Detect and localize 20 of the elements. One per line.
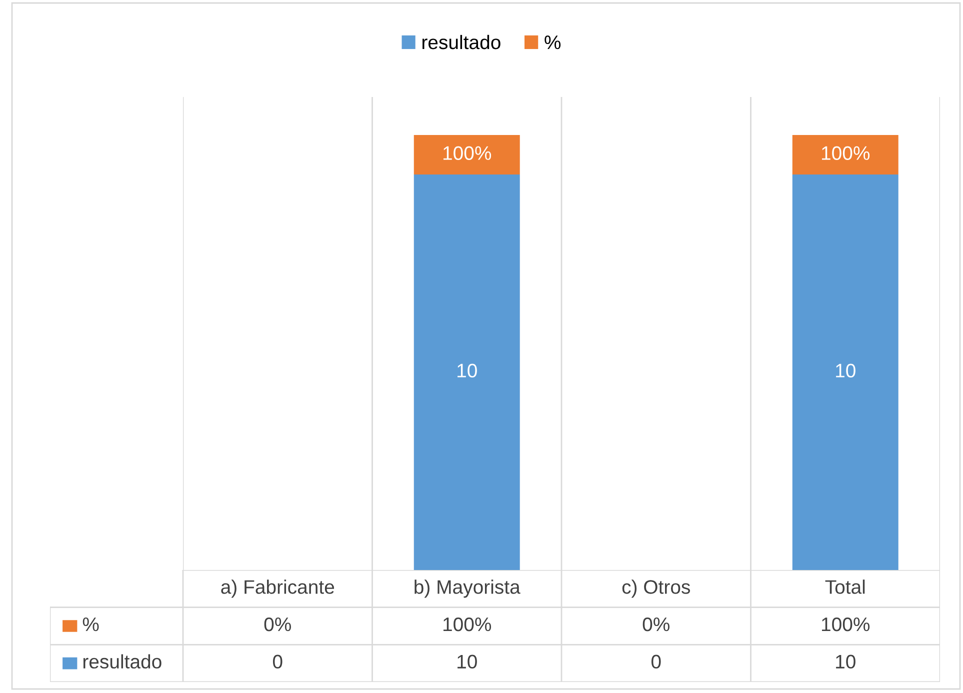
- data-label: 0%: [642, 617, 670, 632]
- text: 100%: [822, 146, 870, 160]
- data-label: 10: [458, 654, 477, 669]
- legend-label: %: [544, 36, 561, 50]
- text: 10: [458, 364, 477, 378]
- x-tick-label: b) Mayorista: [414, 580, 520, 598]
- data-label: 100%: [443, 617, 492, 632]
- data-label: 0%: [264, 617, 291, 632]
- data-label: 10: [836, 654, 856, 669]
- text: resultado: [83, 654, 162, 669]
- x-tick-label: c) Otros: [622, 580, 690, 598]
- text: 10: [836, 364, 856, 378]
- x-tick-label: a) Fabricante: [221, 580, 334, 598]
- text: 100%: [443, 146, 492, 160]
- data-label: 100%: [822, 617, 870, 632]
- legend-label: resultado: [422, 34, 500, 50]
- data-label: 0: [651, 654, 661, 669]
- x-tick-label: Total: [825, 580, 865, 594]
- text: %: [82, 618, 99, 632]
- data-label: 0: [272, 654, 282, 669]
